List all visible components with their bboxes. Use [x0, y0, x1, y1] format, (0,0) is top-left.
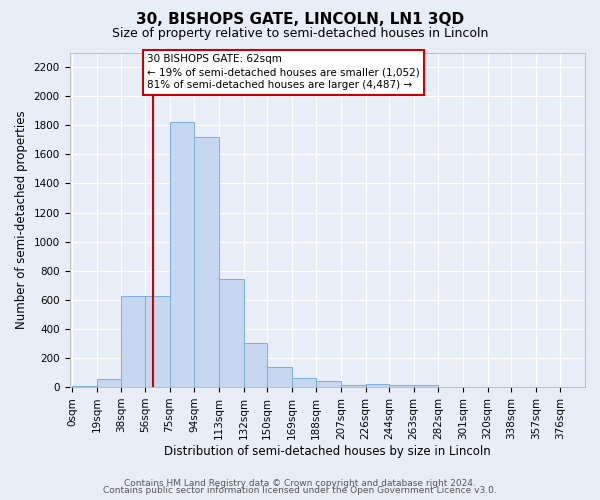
Bar — [121, 296, 145, 387]
Bar — [72, 386, 97, 387]
X-axis label: Distribution of semi-detached houses by size in Lincoln: Distribution of semi-detached houses by … — [164, 444, 491, 458]
Bar — [194, 137, 219, 387]
Bar — [267, 368, 292, 387]
Bar — [413, 385, 438, 387]
Text: Contains public sector information licensed under the Open Government Licence v3: Contains public sector information licen… — [103, 486, 497, 495]
Bar — [341, 385, 365, 387]
Text: 30 BISHOPS GATE: 62sqm
← 19% of semi-detached houses are smaller (1,052)
81% of : 30 BISHOPS GATE: 62sqm ← 19% of semi-det… — [148, 54, 420, 90]
Bar — [316, 380, 341, 387]
Bar — [389, 385, 413, 387]
Bar — [170, 122, 194, 387]
Bar — [244, 344, 267, 387]
Bar — [292, 378, 316, 387]
Y-axis label: Number of semi-detached properties: Number of semi-detached properties — [15, 110, 28, 329]
Text: Contains HM Land Registry data © Crown copyright and database right 2024.: Contains HM Land Registry data © Crown c… — [124, 478, 476, 488]
Bar — [219, 280, 244, 387]
Bar — [145, 296, 170, 387]
Bar — [365, 384, 389, 387]
Text: Size of property relative to semi-detached houses in Lincoln: Size of property relative to semi-detach… — [112, 28, 488, 40]
Bar — [97, 379, 121, 387]
Text: 30, BISHOPS GATE, LINCOLN, LN1 3QD: 30, BISHOPS GATE, LINCOLN, LN1 3QD — [136, 12, 464, 28]
